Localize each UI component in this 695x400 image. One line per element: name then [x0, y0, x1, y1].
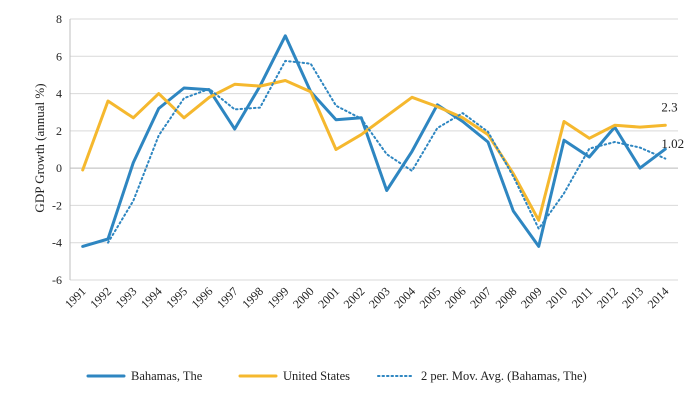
x-tick-label: 2014 — [645, 284, 672, 311]
y-tick-labels: -6 -4 -2 0 2 4 6 8 — [52, 12, 62, 287]
x-tick-label: 2007 — [467, 284, 494, 311]
y-tick-label: -6 — [52, 273, 62, 287]
y-tick-label: -4 — [52, 236, 62, 250]
data-label: 1.02 — [661, 136, 684, 151]
x-tick-label: 1993 — [113, 284, 140, 311]
x-tick-label: 2005 — [417, 284, 444, 311]
x-tick-label: 2008 — [493, 284, 520, 311]
x-tick-label: 2011 — [569, 284, 596, 311]
y-tick-label: 4 — [56, 87, 62, 101]
grid-lines — [70, 18, 678, 281]
y-axis-title: GDP Growth (annual %) — [32, 83, 47, 212]
x-tick-label: 2001 — [315, 284, 342, 311]
data-label: 2.3 — [661, 99, 677, 114]
x-tick-label: 1991 — [62, 284, 89, 311]
series-line-2 — [107, 59, 667, 244]
x-tick-label: 2004 — [391, 284, 418, 311]
series-line-0 — [81, 34, 667, 248]
y-tick-label: -2 — [52, 198, 62, 212]
x-tick-label: 2002 — [341, 284, 368, 311]
legend-label-0: Bahamas, The — [131, 369, 203, 383]
x-tick-label: 1994 — [138, 284, 165, 311]
data-labels: 2.3 1.02 — [661, 99, 684, 151]
axes — [69, 19, 678, 280]
y-tick-label: 8 — [56, 12, 62, 26]
x-tick-label: 2012 — [594, 284, 621, 311]
x-tick-label: 1998 — [239, 284, 266, 311]
x-tick-label: 1992 — [87, 284, 114, 311]
y-tick-label: 6 — [56, 49, 62, 63]
series-line-1 — [81, 79, 667, 222]
x-tick-label: 1997 — [214, 284, 241, 311]
x-tick-label: 1995 — [163, 284, 190, 311]
x-tick-label: 2006 — [442, 284, 469, 311]
x-tick-label: 1996 — [189, 284, 216, 311]
series-lines — [81, 34, 667, 248]
y-tick-label: 2 — [56, 124, 62, 138]
legend-label-1: United States — [283, 369, 350, 383]
x-tick-label: 2000 — [290, 284, 317, 311]
x-tick-labels: 1991199219931994199519961997199819992000… — [62, 284, 672, 311]
y-tick-label: 0 — [56, 161, 62, 175]
x-tick-label: 2009 — [518, 284, 545, 311]
x-tick-label: 2010 — [543, 284, 570, 311]
x-tick-label: 1999 — [265, 284, 292, 311]
x-tick-label: 2003 — [366, 284, 393, 311]
legend: Bahamas, The United States 2 per. Mov. Avg… — [86, 369, 587, 383]
x-tick-label: 2013 — [619, 284, 646, 311]
legend-label-2: 2 per. Mov. Avg. (Bahamas, The) — [421, 369, 587, 383]
